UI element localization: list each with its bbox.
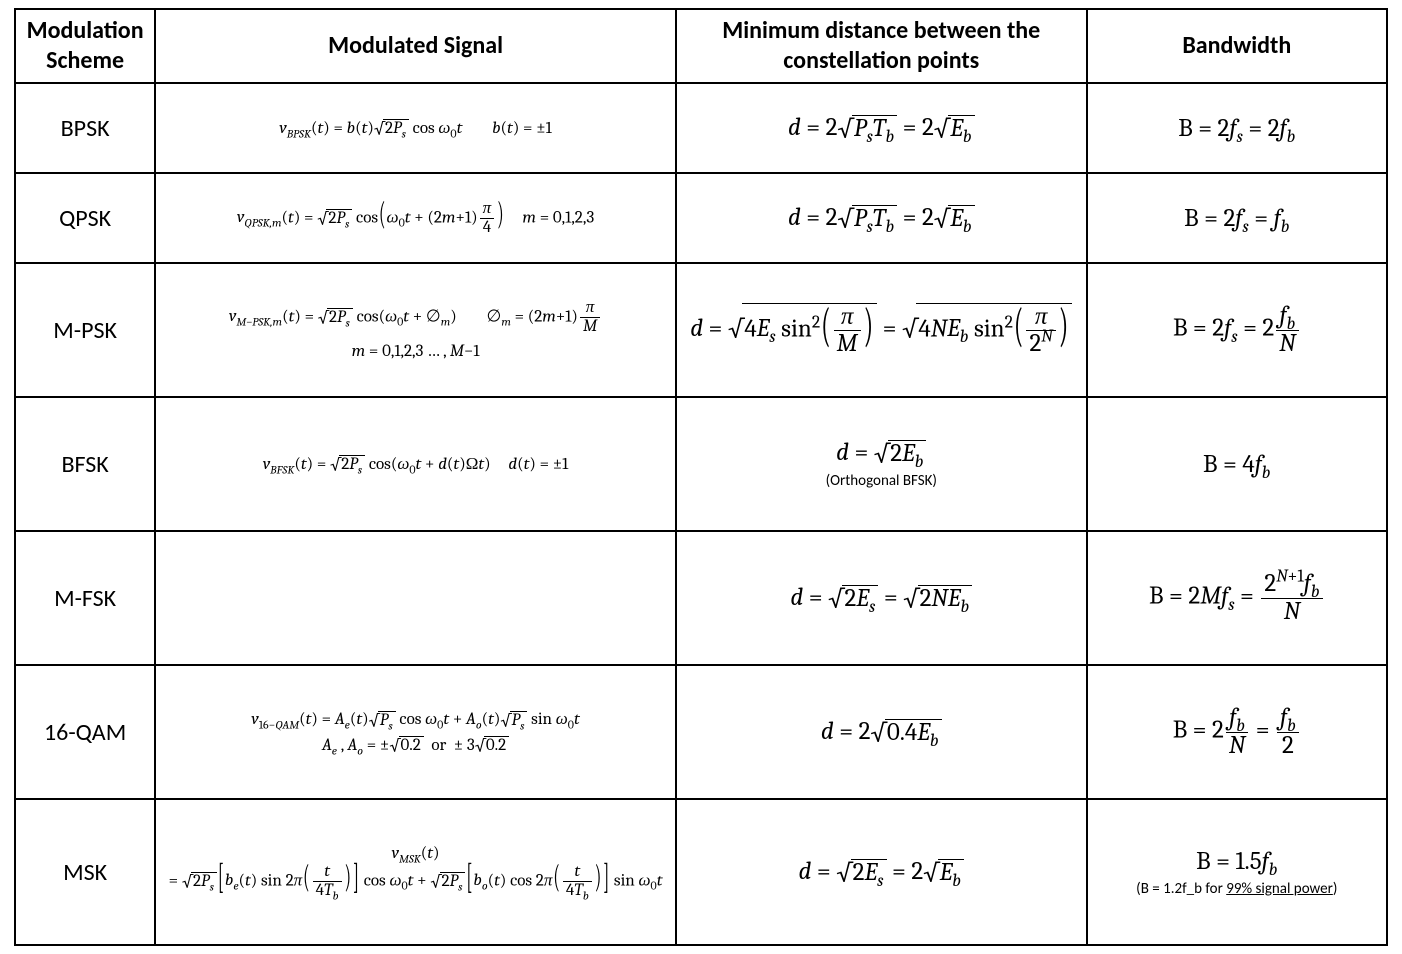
- distance-cell: d = √2Eb (Orthogonal BFSK): [676, 397, 1087, 531]
- distance-note: (Orthogonal BFSK): [685, 472, 1078, 490]
- table-row: BFSK vBFSK(t) = √2Ps cos(ω0t + d(t)Ωt) d…: [15, 397, 1387, 531]
- bandwidth-cell: B = 2fs = fb: [1087, 173, 1387, 263]
- distance-cell: d = √2Es = 2√Eb: [676, 799, 1087, 945]
- signal-cell: vBPSK(t) = b(t)√2Ps cos ω0t b(t) = ±1: [155, 83, 676, 173]
- modulation-table: Modulation Scheme Modulated Signal Minim…: [14, 8, 1388, 946]
- signal-cell: vBFSK(t) = √2Ps cos(ω0t + d(t)Ωt) d(t) =…: [155, 397, 676, 531]
- scheme-cell: 16-QAM: [15, 665, 155, 799]
- table-row: BPSK vBPSK(t) = b(t)√2Ps cos ω0t b(t) = …: [15, 83, 1387, 173]
- scheme-cell: BFSK: [15, 397, 155, 531]
- scheme-cell: BPSK: [15, 83, 155, 173]
- signal-cell: v16−QAM(t) = Ae(t)√Ps cos ω0t + Ao(t)√Ps…: [155, 665, 676, 799]
- col-distance: Minimum distance between the constellati…: [676, 9, 1087, 83]
- scheme-cell: M-FSK: [15, 531, 155, 665]
- signal-cell: vMSK(t) = √2Ps[be(t) sin 2π(t4Tb)] cos ω…: [155, 799, 676, 945]
- table-header-row: Modulation Scheme Modulated Signal Minim…: [15, 9, 1387, 83]
- table-row: QPSK vQPSK,m(t) = √2Ps cos(ω0t + (2m+1)π…: [15, 173, 1387, 263]
- distance-cell: d = √2Es = √2NEb: [676, 531, 1087, 665]
- table-row: 16-QAM v16−QAM(t) = Ae(t)√Ps cos ω0t + A…: [15, 665, 1387, 799]
- table-row: MSK vMSK(t) = √2Ps[be(t) sin 2π(t4Tb)] c…: [15, 799, 1387, 945]
- bandwidth-note: (B = 1.2f_b for 99% signal power): [1096, 880, 1378, 898]
- signal-cell: vQPSK,m(t) = √2Ps cos(ω0t + (2m+1)π4) m …: [155, 173, 676, 263]
- bandwidth-cell: B = 2Mfs = 2N+1fbN: [1087, 531, 1387, 665]
- bandwidth-cell: B = 2fs = 2fbN: [1087, 263, 1387, 397]
- signal-cell: [155, 531, 676, 665]
- bandwidth-cell: B = 2fs = 2fb: [1087, 83, 1387, 173]
- table-row: M-PSK vM−PSK,m(t) = √2Ps cos(ω0t + ∅m) ∅…: [15, 263, 1387, 397]
- distance-cell: d = 2√0.4Eb: [676, 665, 1087, 799]
- bandwidth-cell: B = 2fbN = fb2: [1087, 665, 1387, 799]
- signal-cell: vM−PSK,m(t) = √2Ps cos(ω0t + ∅m) ∅m = (2…: [155, 263, 676, 397]
- col-scheme: Modulation Scheme: [15, 9, 155, 83]
- scheme-cell: MSK: [15, 799, 155, 945]
- scheme-cell: M-PSK: [15, 263, 155, 397]
- col-bandwidth: Bandwidth: [1087, 9, 1387, 83]
- distance-cell: d = √4Es sin2(πM) = √4NEb sin2(π2N): [676, 263, 1087, 397]
- bandwidth-cell: B = 4fb: [1087, 397, 1387, 531]
- distance-cell: d = 2√PsTb = 2√Eb: [676, 83, 1087, 173]
- col-signal: Modulated Signal: [155, 9, 676, 83]
- table-row: M-FSK d = √2Es = √2NEb B = 2Mfs = 2N+1fb…: [15, 531, 1387, 665]
- scheme-cell: QPSK: [15, 173, 155, 263]
- distance-cell: d = 2√PsTb = 2√Eb: [676, 173, 1087, 263]
- bandwidth-cell: B = 1.5fb (B = 1.2f_b for 99% signal pow…: [1087, 799, 1387, 945]
